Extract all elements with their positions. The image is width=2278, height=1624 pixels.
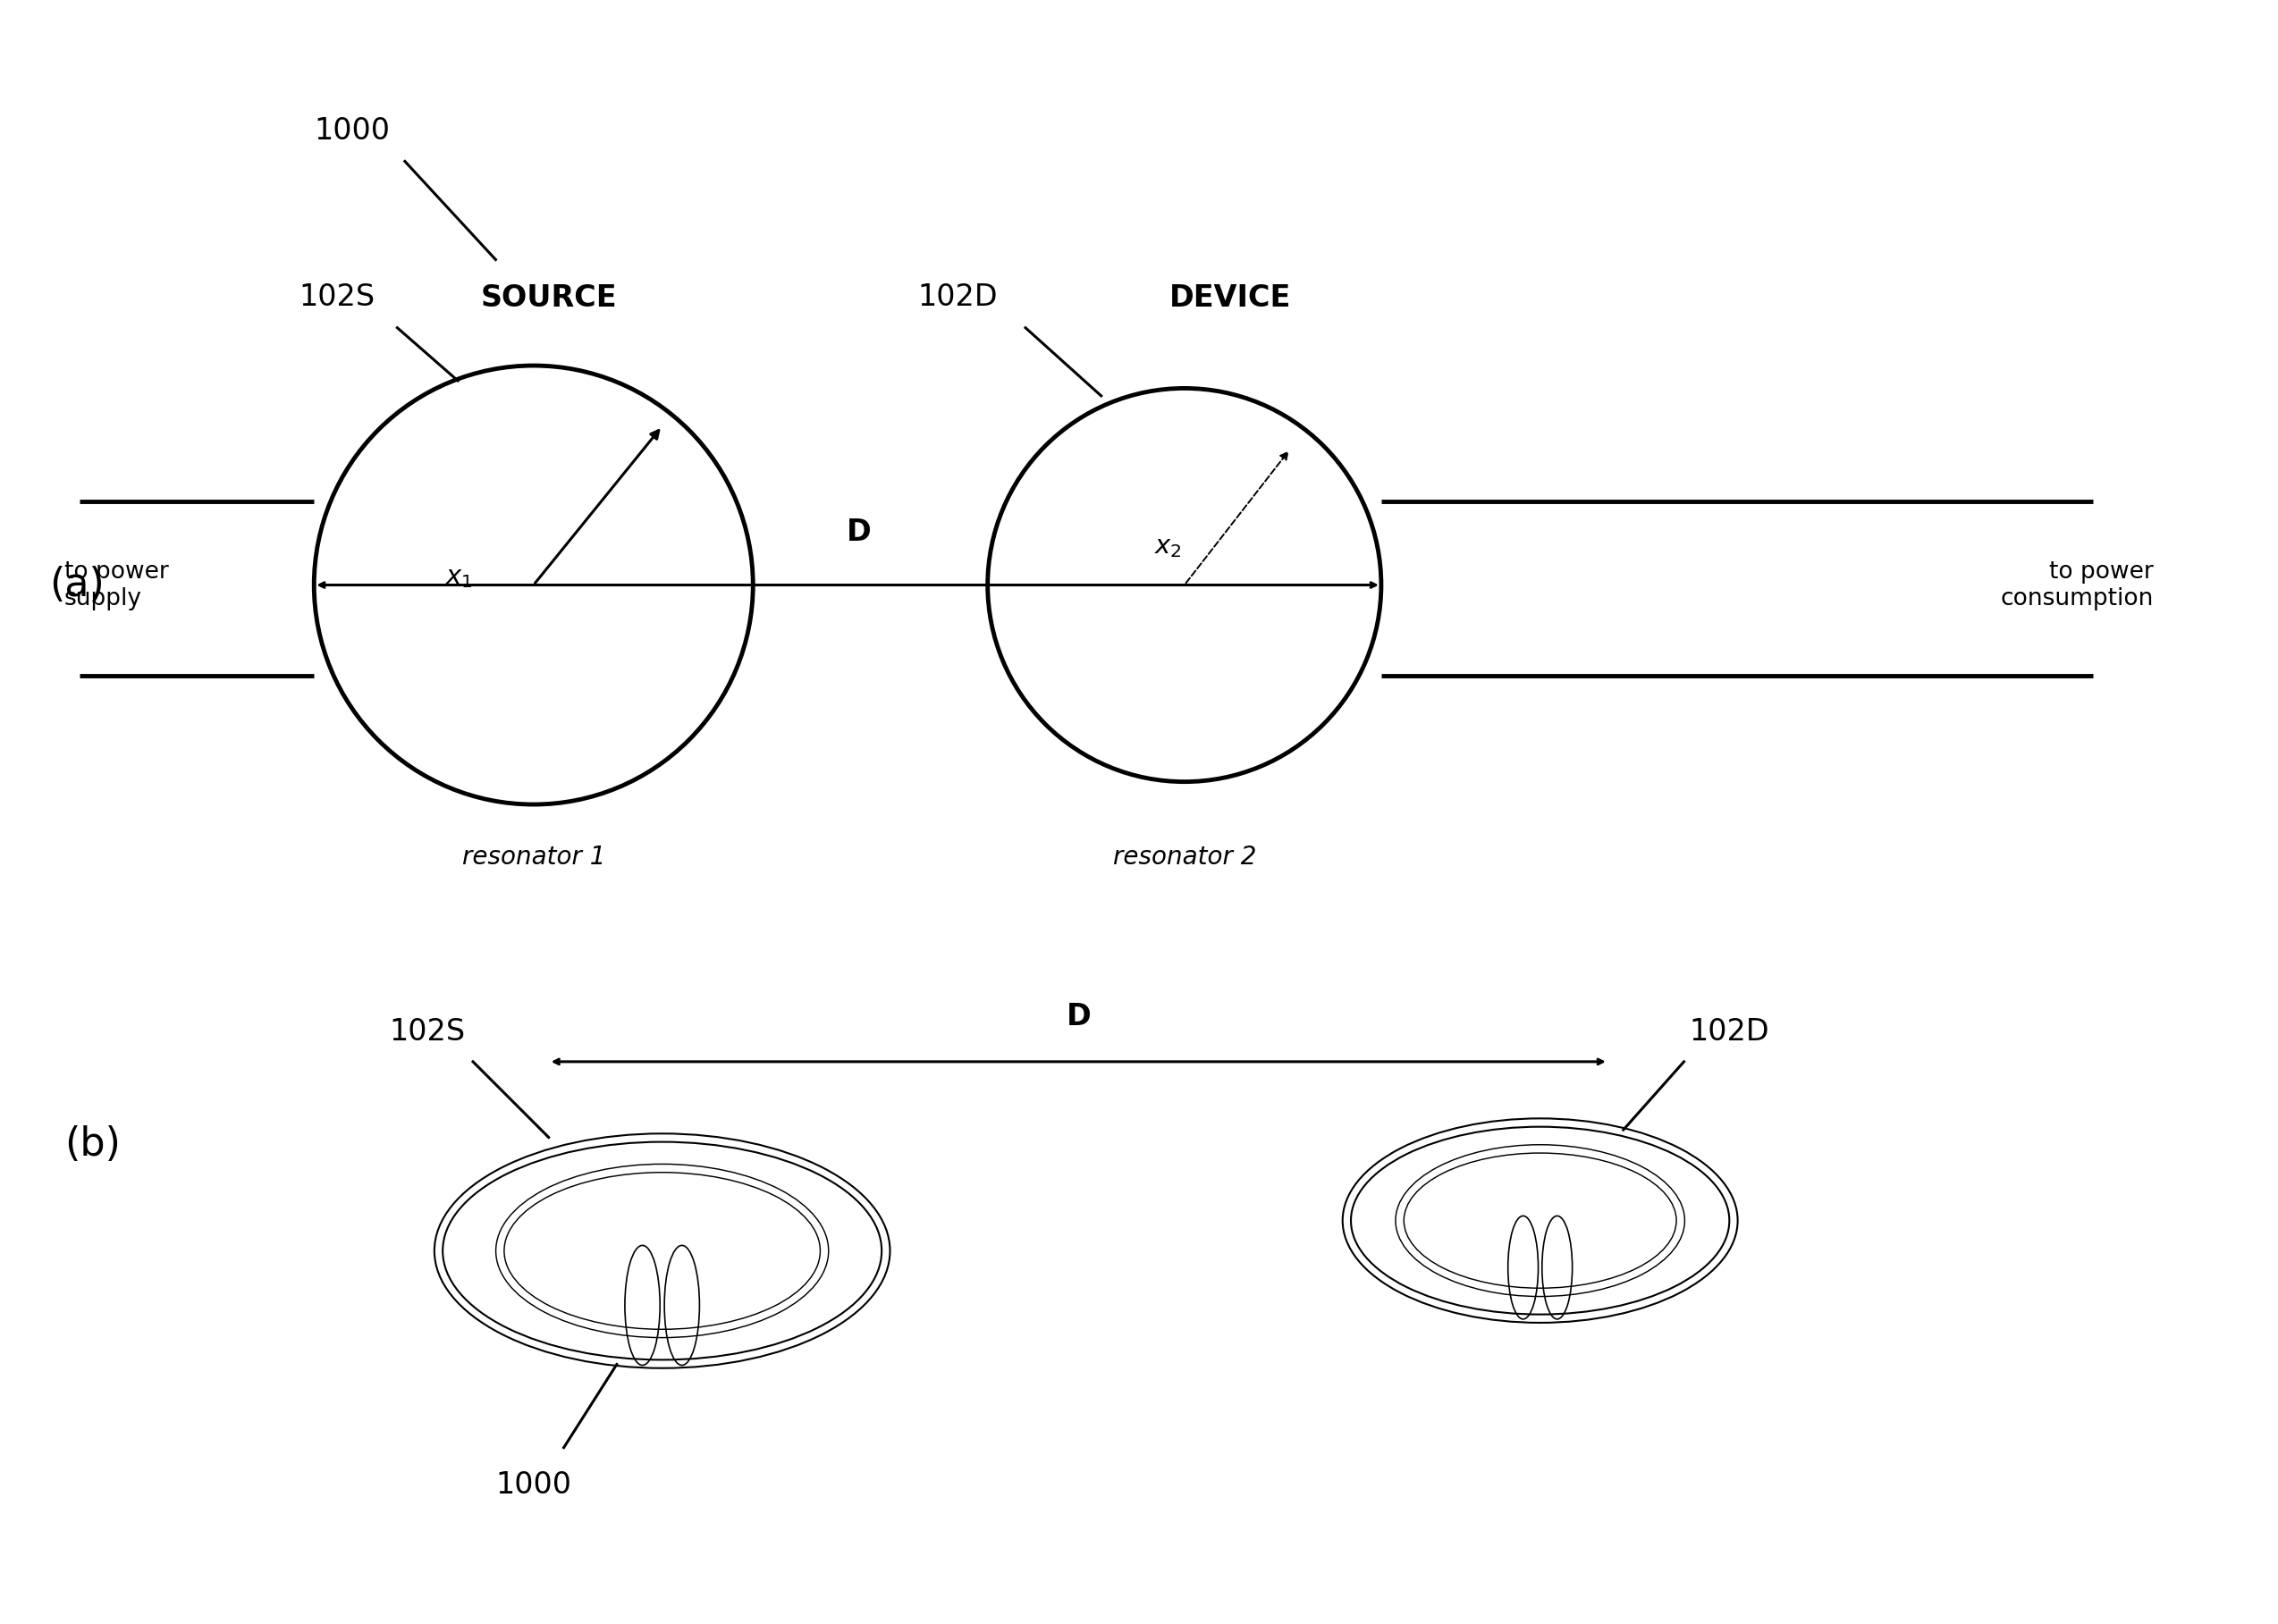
Text: (b): (b) — [64, 1125, 121, 1164]
Text: SOURCE: SOURCE — [481, 283, 617, 313]
Text: 102D: 102D — [918, 283, 998, 312]
Text: 102D: 102D — [1690, 1017, 1770, 1046]
Text: resonator 2: resonator 2 — [1112, 844, 1255, 870]
Text: 1000: 1000 — [314, 117, 390, 146]
Text: (a): (a) — [50, 565, 105, 604]
Text: $x_2$: $x_2$ — [1155, 534, 1182, 560]
Text: to power
supply: to power supply — [64, 560, 169, 611]
Text: to power
consumption: to power consumption — [2000, 560, 2153, 611]
Text: DEVICE: DEVICE — [1169, 283, 1292, 313]
Text: D: D — [847, 518, 872, 547]
Text: 102S: 102S — [298, 283, 376, 312]
Text: resonator 1: resonator 1 — [462, 844, 606, 870]
Text: 102S: 102S — [390, 1017, 465, 1046]
Text: D: D — [1066, 1002, 1091, 1031]
Text: $x_1$: $x_1$ — [444, 565, 474, 590]
Text: 1000: 1000 — [497, 1471, 572, 1501]
